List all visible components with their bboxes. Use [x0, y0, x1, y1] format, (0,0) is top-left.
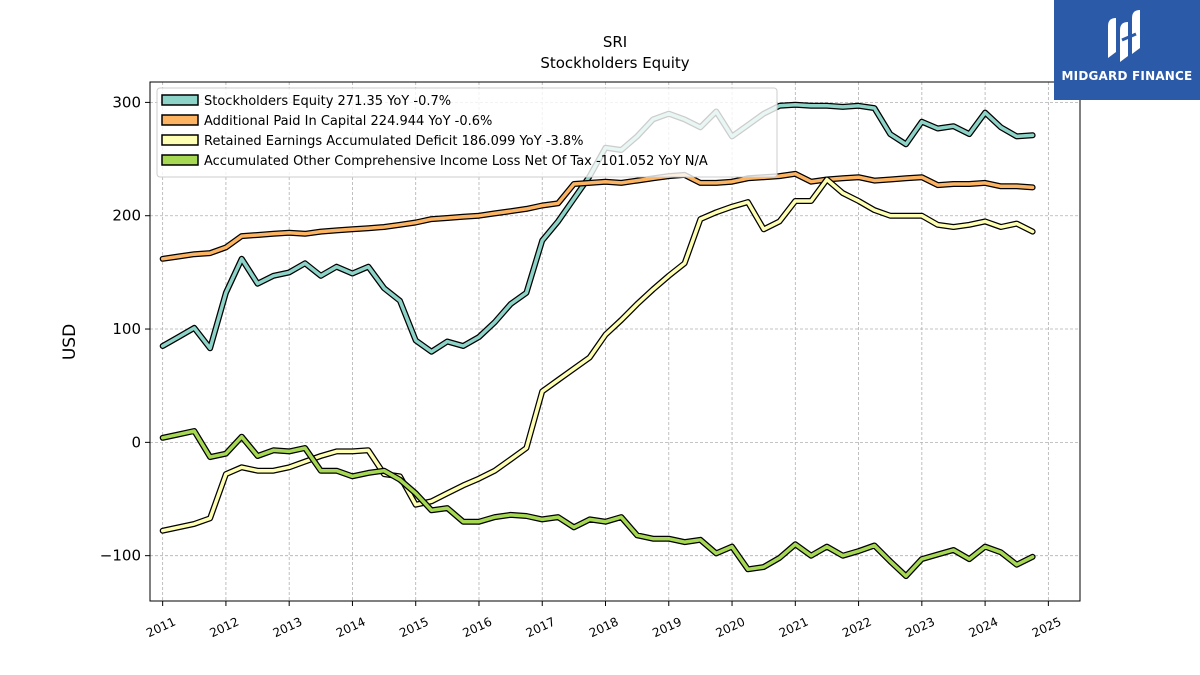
y-tick-label: −100 — [100, 547, 141, 565]
plot-frame — [149, 81, 1081, 602]
logo-text: MIDGARD FINANCE — [1061, 69, 1193, 83]
x-tick-label: 2014 — [334, 615, 368, 641]
x-tick-label: 2017 — [524, 615, 558, 641]
x-tick-label: 2024 — [967, 615, 1001, 641]
legend-label-2: Retained Earnings Accumulated Deficit 18… — [204, 134, 583, 149]
midgard-logo-icon — [1108, 10, 1140, 62]
legend-box — [156, 87, 778, 178]
x-tick-label: 2015 — [397, 615, 431, 641]
y-tick-label: 0 — [131, 433, 141, 451]
y-tick-label: 300 — [112, 93, 141, 111]
legend-swatch-3 — [161, 154, 199, 166]
midgard-finance-logo: MIDGARD FINANCE — [1054, 0, 1200, 100]
x-tick-label: 2013 — [271, 615, 305, 641]
x-tick-label: 2020 — [714, 615, 748, 641]
y-tick-label: 100 — [112, 320, 141, 338]
series-1-line — [160, 172, 1035, 261]
legend-swatch-0 — [161, 94, 199, 106]
series-3-outline — [159, 428, 1036, 580]
x-tick-label: 2012 — [207, 615, 241, 641]
legend: Stockholders Equity 271.35 YoY -0.7% Addi… — [156, 87, 778, 178]
legend-label-1: Additional Paid In Capital 224.944 YoY -… — [204, 114, 492, 129]
chart-subtitle: Stockholders Equity — [540, 54, 689, 72]
chart-title: SRI — [603, 33, 627, 51]
x-tick-label: 2019 — [650, 615, 684, 641]
legend-swatch-1 — [161, 114, 199, 126]
x-tick-label: 2022 — [840, 615, 874, 641]
x-tick-label: 2023 — [903, 615, 937, 641]
legend-label-3: Accumulated Other Comprehensive Income L… — [204, 154, 708, 169]
legend-swatch-2 — [161, 134, 199, 146]
x-tick-label: 2021 — [777, 615, 811, 641]
y-tick-label: 200 — [112, 207, 141, 225]
x-tick-label: 2018 — [587, 615, 621, 641]
x-tick-label: 2025 — [1030, 615, 1064, 641]
x-tick-label: 2016 — [460, 615, 494, 641]
series-2-line — [160, 177, 1035, 533]
y-axis-label: USD — [60, 324, 80, 360]
x-tick-label: 2011 — [144, 615, 178, 641]
series-3-line — [160, 429, 1035, 578]
legend-label-0: Stockholders Equity 271.35 YoY -0.7% — [204, 94, 451, 109]
